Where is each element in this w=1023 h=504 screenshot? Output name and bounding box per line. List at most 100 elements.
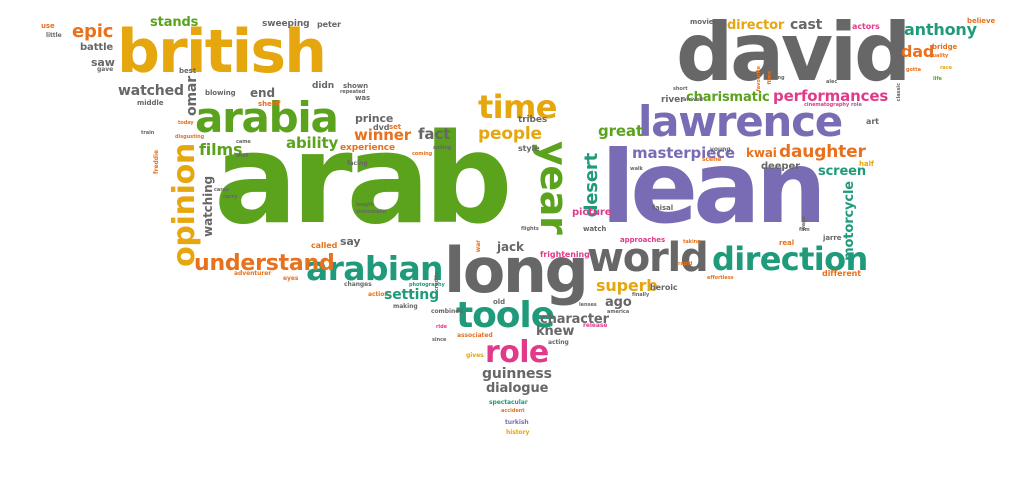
word-effortless: effortless	[707, 275, 734, 281]
word-role-small: role	[851, 102, 862, 108]
word-picture: picture	[572, 207, 612, 218]
word-train: train	[141, 130, 155, 136]
word-bridge: bridge	[932, 43, 958, 51]
word-cast: cast	[790, 17, 823, 33]
word-setting: setting	[384, 287, 440, 303]
word-faisal: faisal	[652, 204, 674, 212]
word-masterpiece: masterpiece	[632, 144, 735, 162]
word-life: life	[933, 76, 942, 82]
word-acting: acting	[548, 339, 569, 346]
word-river: river	[661, 95, 685, 105]
word-time: time	[478, 88, 557, 126]
word-taking: taking	[683, 239, 701, 245]
word-daughter: daughter	[779, 142, 866, 162]
word-ride: ride	[436, 324, 447, 330]
word-came: came	[236, 139, 251, 145]
word-short: short	[673, 86, 688, 92]
word-believe: believe	[967, 17, 996, 25]
word-accident: accident	[501, 408, 525, 414]
word-race: race	[940, 65, 952, 71]
word-opinion: opinion	[167, 143, 202, 267]
word-tribes: tribes	[518, 115, 548, 125]
word-watching: watching	[201, 176, 215, 237]
word-facing: facing	[347, 160, 368, 167]
word-heroic: heroic	[650, 283, 678, 292]
word-making: making	[393, 303, 418, 310]
word-associated: associated	[457, 332, 493, 339]
word-shot: shot	[236, 153, 249, 159]
word-wage: wage	[801, 216, 807, 231]
word-charismatic: charismatic	[686, 90, 770, 105]
word-character: character	[540, 312, 609, 327]
word-films-small: films	[767, 71, 773, 85]
word-peter: peter	[317, 20, 341, 29]
word-people: people	[478, 124, 542, 144]
word-ago: ago	[605, 295, 632, 310]
word-set: set	[389, 123, 402, 131]
word-eyes: eyes	[283, 275, 299, 282]
word-lawrence: lawrence	[638, 97, 843, 146]
word-quality: quality	[929, 53, 949, 59]
word-superb: superb	[596, 276, 658, 295]
word-arabian: arabian	[306, 249, 444, 288]
word-young: young	[710, 146, 731, 153]
word-great: great	[598, 122, 643, 140]
word-use: use	[41, 22, 55, 30]
word-sweeping: sweeping	[262, 19, 310, 29]
word-direction: direction	[712, 240, 868, 278]
word-alec: alec	[826, 79, 838, 85]
word-approaches: approaches	[620, 236, 666, 244]
word-say: say	[340, 235, 361, 248]
word-anthony: anthony	[904, 20, 977, 39]
word-was: was	[355, 94, 371, 102]
word-frightening: frightening	[540, 250, 590, 259]
word-changes: changes	[344, 281, 372, 288]
word-sailing: sailing	[433, 145, 452, 151]
word-experience: experience	[340, 143, 396, 153]
word-different: different	[822, 269, 862, 278]
word-history: history	[506, 429, 530, 436]
word-long: long	[444, 234, 589, 307]
word-combines: combines	[431, 308, 463, 315]
word-kwai: kwai	[746, 146, 777, 160]
word-best: best	[179, 67, 196, 75]
word-action: action	[368, 291, 389, 298]
word-coming: coming	[412, 151, 433, 157]
word-called: called	[311, 241, 338, 250]
word-america: america	[607, 309, 630, 315]
word-guinness: guinness	[482, 366, 552, 382]
word-didn: didn	[312, 81, 335, 91]
word-blowing: blowing	[205, 89, 236, 97]
word-adventurer: adventurer	[234, 270, 272, 277]
word-winner: winner	[354, 126, 412, 144]
word-shown: shown	[343, 82, 369, 90]
word-british: british	[117, 17, 327, 87]
word-battle: battle	[80, 42, 114, 53]
word-dvd: dvd	[373, 123, 390, 132]
word-half: half	[859, 160, 874, 168]
word-david: david	[676, 6, 911, 99]
word-knew: knew	[536, 324, 575, 339]
word-classic: classic	[896, 83, 902, 102]
word-toole: toole	[456, 295, 555, 336]
word-ability: ability	[286, 134, 339, 152]
word-credits: credits	[434, 272, 440, 292]
word-fact: fact	[418, 125, 451, 143]
word-omar: omar	[184, 76, 200, 116]
word-motorcycle: motorcycle	[842, 181, 857, 261]
word-war: war	[475, 240, 482, 253]
word-style: style	[518, 144, 540, 153]
word-lean: lean	[601, 129, 827, 246]
word-photography: photography	[409, 282, 445, 288]
word-gives: gives	[466, 352, 484, 359]
word-length: length	[356, 202, 374, 208]
word-scene: scene	[702, 156, 722, 163]
word-dialogue: dialogue	[486, 381, 549, 396]
word-freddie: freddie	[153, 150, 160, 174]
word-role: role	[485, 335, 549, 370]
word-leading: leading	[764, 75, 785, 81]
word-end: end	[250, 86, 275, 100]
word-since: since	[432, 337, 447, 343]
word-turkish: turkish	[505, 419, 529, 426]
